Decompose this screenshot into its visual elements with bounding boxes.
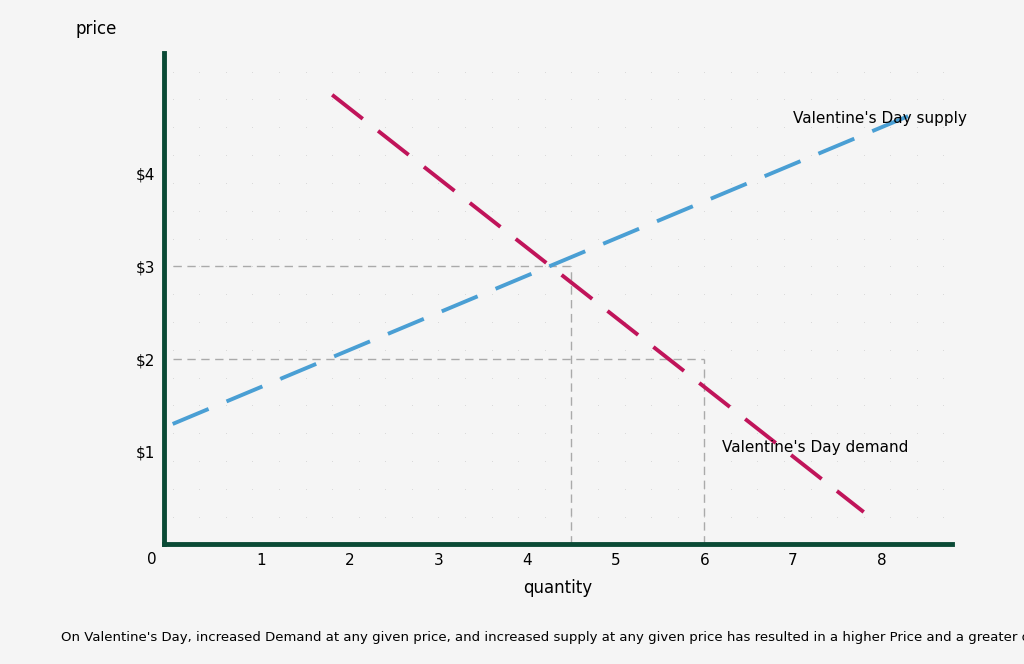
Text: 0: 0 [147, 552, 157, 567]
Text: Valentine's Day supply: Valentine's Day supply [793, 110, 967, 125]
X-axis label: quantity: quantity [523, 579, 593, 597]
Text: On Valentine's Day, increased Demand at any given price, and increased supply at: On Valentine's Day, increased Demand at … [61, 631, 1024, 644]
Text: price: price [75, 21, 117, 39]
Text: Valentine's Day demand: Valentine's Day demand [722, 440, 908, 455]
